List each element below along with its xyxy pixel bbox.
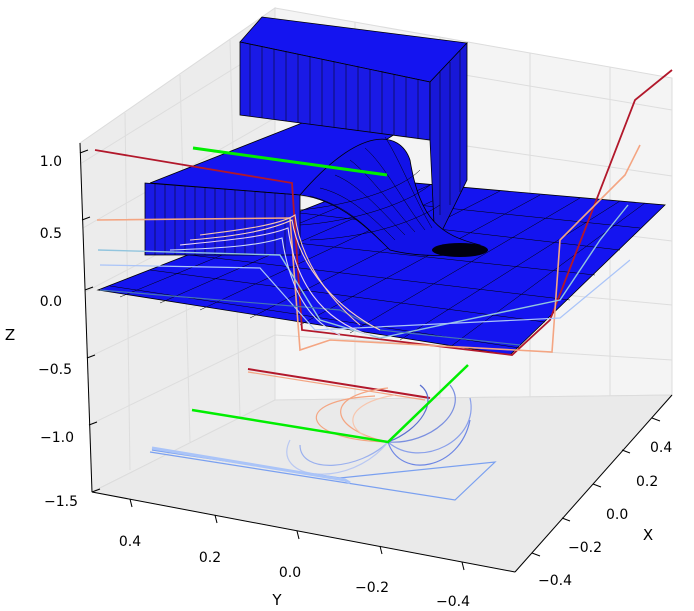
y-tick-label: −0.2: [355, 580, 389, 596]
floor-contour-loop-8: [387, 419, 471, 466]
y-tick-label: 0.4: [119, 534, 141, 550]
x-tick-label: −0.2: [568, 540, 602, 556]
x-tick-label: −0.4: [538, 573, 572, 589]
floor-contour-loop-5: [387, 384, 456, 443]
z-tick-label: 0.0: [40, 294, 62, 310]
y-tick-label: 0.0: [279, 565, 301, 581]
floor-contour-loop-9: [387, 397, 472, 454]
y-axis-label: Y: [271, 591, 282, 609]
floor-contours: [149, 368, 497, 501]
surface-slope-mesh: [299, 136, 441, 246]
floor-highlight-line: [191, 364, 469, 444]
z-axis-ticks: 1.0 0.5 0.0 −0.5 −1.0 −1.5: [38, 149, 101, 510]
z-tick-label: 0.5: [40, 226, 62, 242]
floor-contour-loop-4: [387, 384, 429, 443]
floor-contour-warm-2: [247, 371, 426, 401]
surface-contours: [169, 214, 381, 336]
x-axis-ticks: 0.4 0.2 0.0 −0.2 −0.4: [531, 417, 672, 589]
y-tick-label: 0.2: [199, 550, 221, 566]
z-tick-label: 1.0: [40, 154, 62, 170]
y-axis-ticks: 0.4 0.2 0.0 −0.2 −0.4: [119, 498, 470, 610]
z-tick-label: −1.5: [44, 494, 78, 510]
series-line-1: [94, 69, 673, 356]
axes-lines: [79, 142, 673, 573]
z-tick-label: −0.5: [38, 362, 72, 378]
series-line-5: [99, 289, 521, 346]
floor-contour-loop-3: [315, 395, 389, 443]
surface-plateau-stripes: [249, 44, 461, 215]
series-line-2: [96, 144, 641, 353]
y-tick-label: −0.4: [436, 594, 470, 610]
floor-contour-loop-1: [340, 387, 389, 443]
x-axis-label: X: [643, 526, 653, 544]
x-tick-label: 0.2: [636, 474, 658, 490]
highlight-line: [192, 146, 388, 177]
floor-contour-warm-1: [247, 368, 431, 399]
z-axis-label: Z: [5, 326, 15, 344]
floor-contour-loop-6: [299, 441, 389, 466]
floor-contour-outer-2: [151, 446, 351, 485]
surface-basin: [432, 243, 488, 257]
x-tick-label: 0.4: [650, 440, 672, 456]
x-tick-label: 0.0: [606, 507, 628, 523]
surface-plateau-side: [429, 41, 468, 246]
series-line-4: [99, 259, 631, 331]
series-line-3: [97, 204, 629, 339]
z-tick-label: −1.0: [40, 430, 74, 446]
